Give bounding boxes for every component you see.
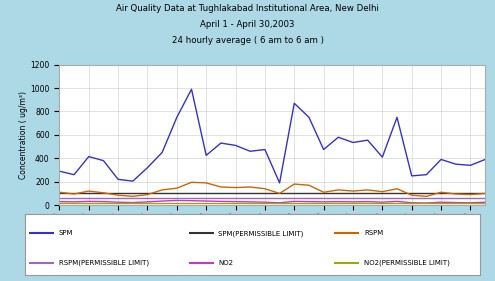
Text: 24 hourly average ( 6 am to 6 am ): 24 hourly average ( 6 am to 6 am ) — [172, 36, 323, 45]
Text: RSPM: RSPM — [364, 230, 383, 236]
Text: SPM: SPM — [59, 230, 73, 236]
Text: NO2(PERMISSIBLE LIMIT): NO2(PERMISSIBLE LIMIT) — [364, 260, 450, 266]
Text: RSPM(PERMISSIBLE LIMIT): RSPM(PERMISSIBLE LIMIT) — [59, 260, 149, 266]
Text: Air Quality Data at Tughlakabad Institutional Area, New Delhi: Air Quality Data at Tughlakabad Institut… — [116, 4, 379, 13]
Text: NO2: NO2 — [218, 260, 233, 266]
Text: April 1 - April 30,2003: April 1 - April 30,2003 — [200, 20, 295, 29]
Text: SPM(PERMISSIBLE LIMIT): SPM(PERMISSIBLE LIMIT) — [218, 230, 303, 237]
Y-axis label: Concentration ( ug/m³): Concentration ( ug/m³) — [18, 91, 28, 179]
